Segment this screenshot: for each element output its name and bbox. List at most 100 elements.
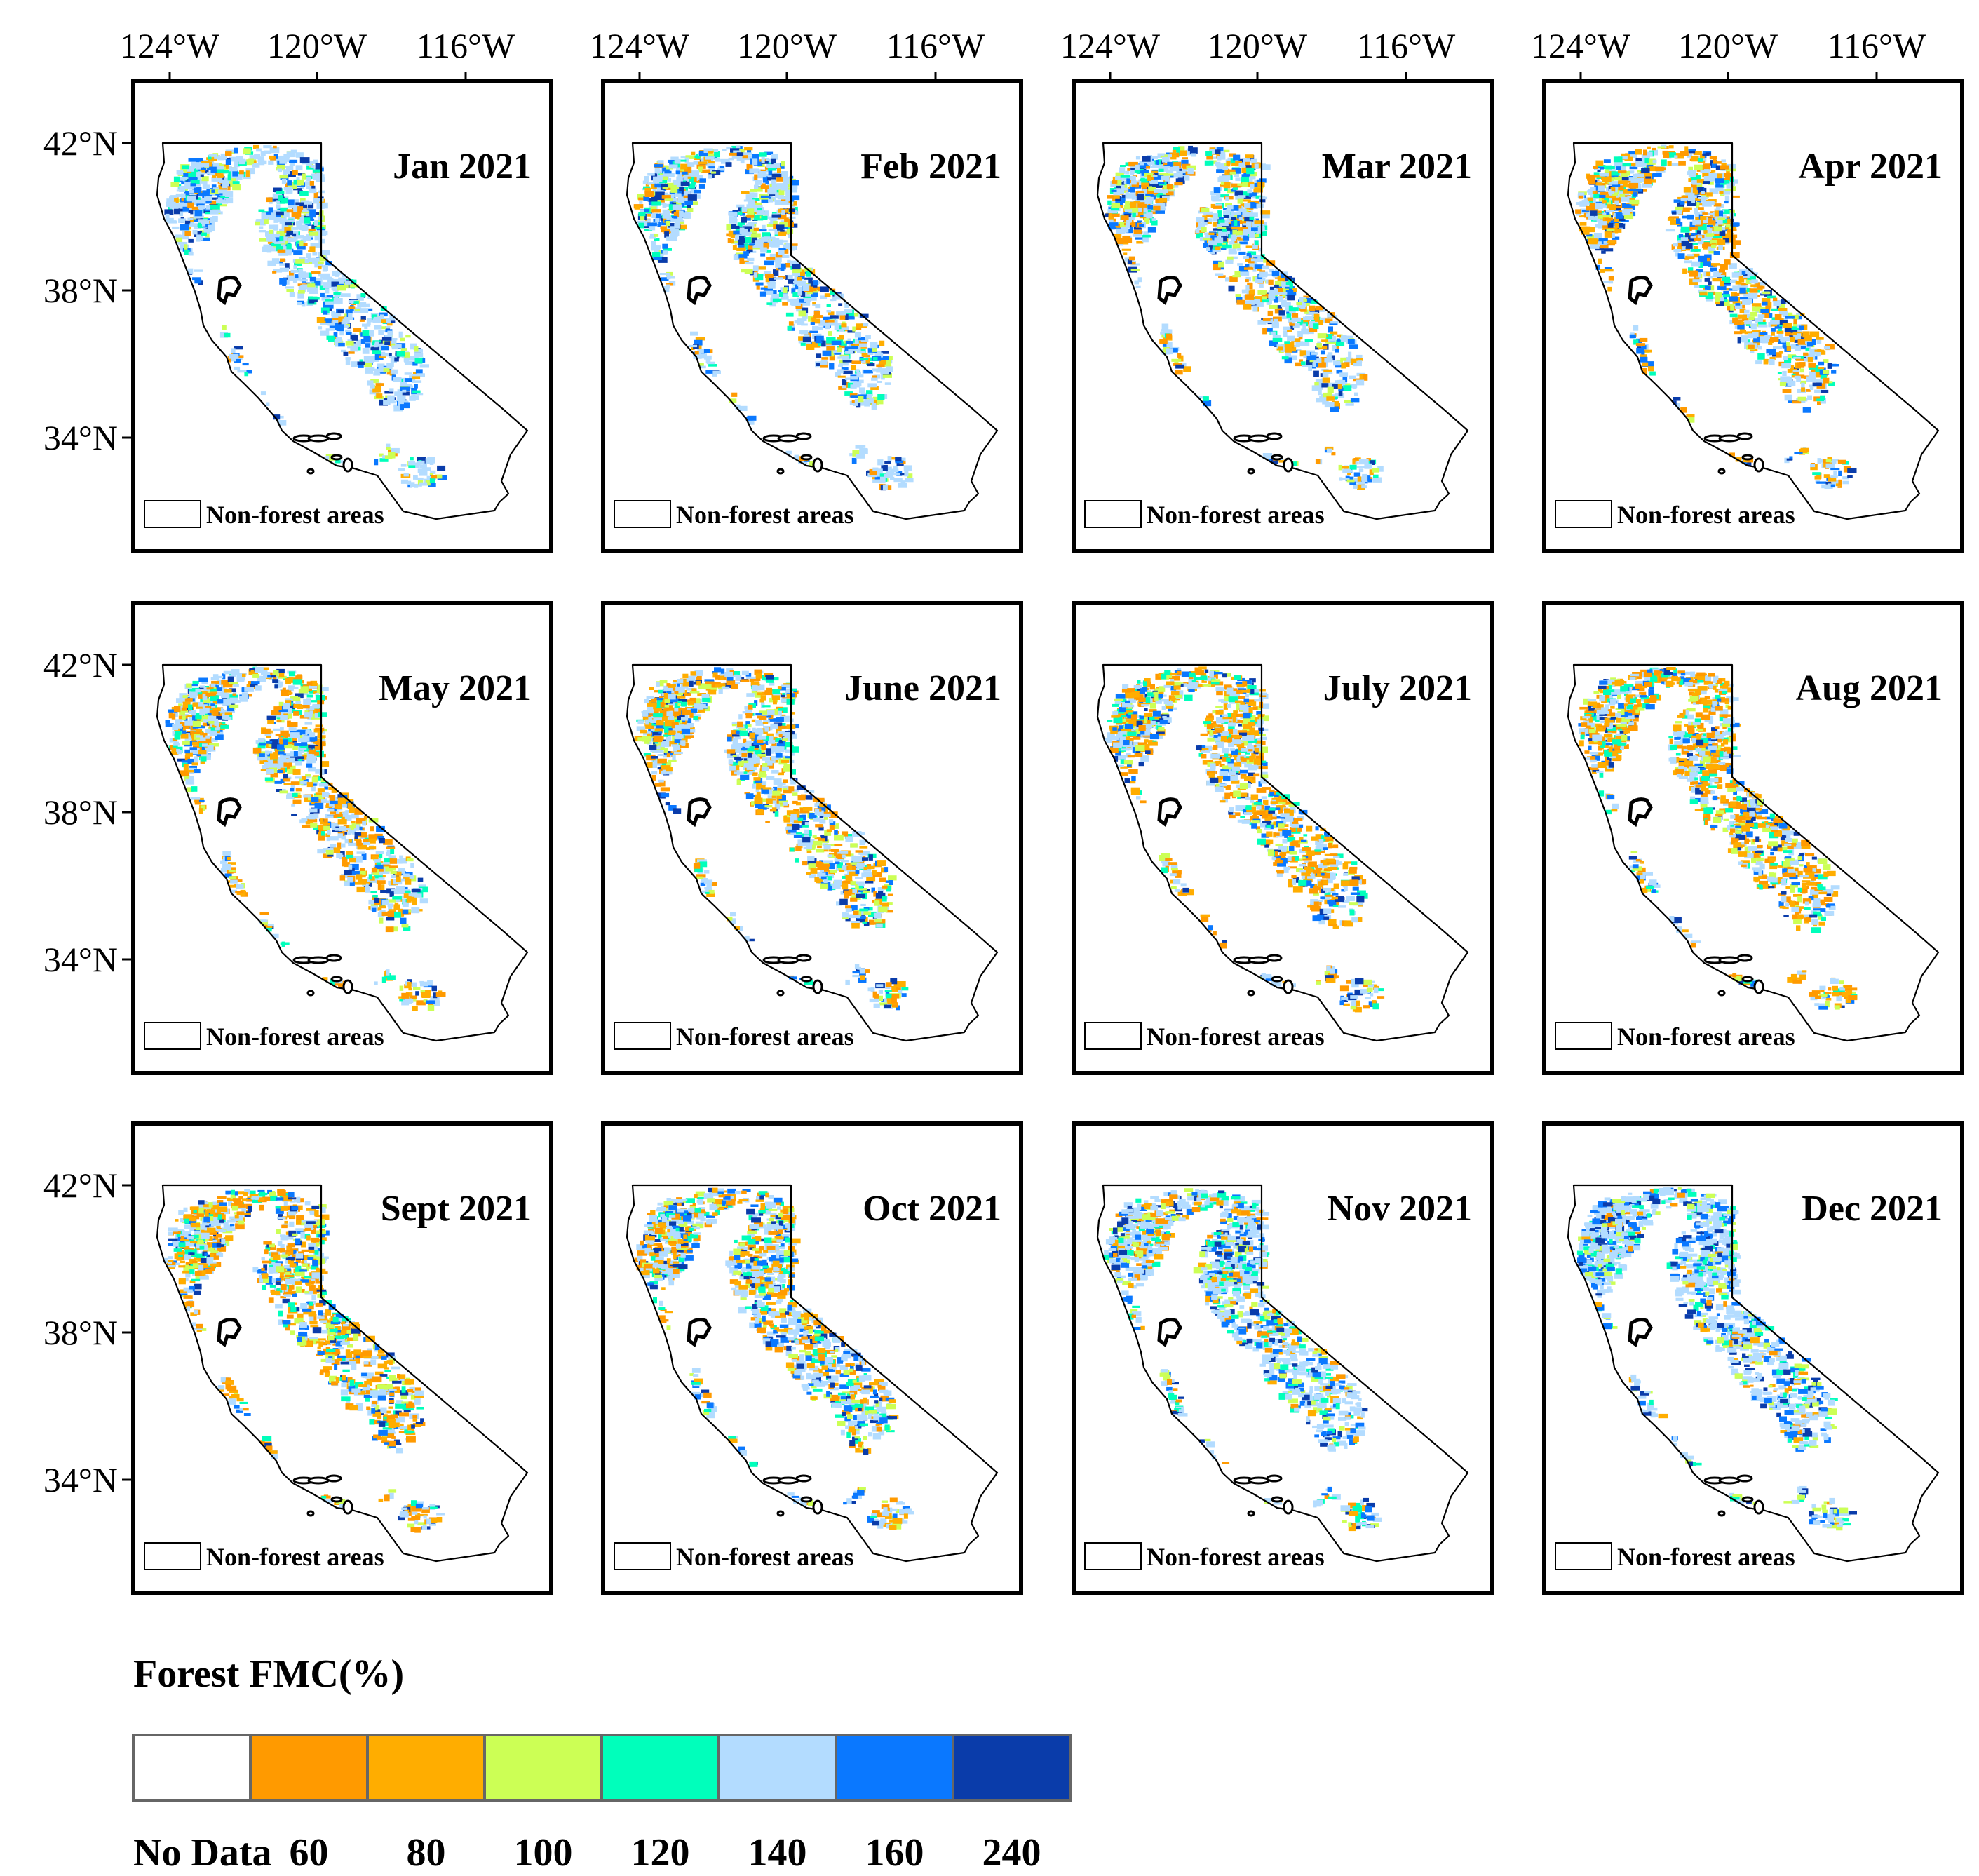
nonforest-legend-label: Non-forest areas bbox=[676, 1023, 854, 1051]
lat-label: 38°N bbox=[43, 1313, 118, 1352]
colorbar-tick-label: 60 bbox=[290, 1831, 329, 1872]
lon-label: 120°W bbox=[1208, 26, 1308, 65]
lat-label: 42°N bbox=[43, 1166, 118, 1205]
nonforest-legend-label: Non-forest areas bbox=[206, 1023, 384, 1051]
map-panels: Jan 2021 Non-forest areas 124°W 120°W 116°W 4… bbox=[43, 26, 1962, 1593]
nonforest-legend-label: Non-forest areas bbox=[1617, 501, 1795, 529]
colorbar-cell bbox=[485, 1735, 602, 1800]
channel-island bbox=[1755, 1501, 1763, 1513]
channel-island bbox=[1738, 955, 1752, 961]
channel-island bbox=[332, 1497, 342, 1502]
channel-island bbox=[332, 977, 342, 981]
channel-island bbox=[332, 455, 342, 459]
colorbar-tick-label: No Data bbox=[133, 1831, 272, 1872]
colorbar-title: Forest FMC(%) bbox=[133, 1652, 404, 1696]
nonforest-legend-label: Non-forest areas bbox=[1617, 1023, 1795, 1051]
lon-label: 116°W bbox=[1828, 26, 1926, 65]
panel-title: June 2021 bbox=[844, 668, 1001, 708]
channel-island bbox=[1720, 957, 1739, 963]
channel-island bbox=[813, 459, 822, 471]
channel-island bbox=[778, 991, 783, 995]
colorbar-cell bbox=[953, 1735, 1070, 1800]
nonforest-swatch bbox=[1085, 1023, 1141, 1049]
lon-label: 120°W bbox=[267, 26, 367, 65]
channel-island bbox=[1719, 991, 1724, 995]
channel-island bbox=[308, 1511, 313, 1516]
nonforest-swatch bbox=[614, 1543, 670, 1570]
panel-title: Jan 2021 bbox=[393, 147, 532, 187]
lat-label: 42°N bbox=[43, 645, 118, 684]
channel-island bbox=[1738, 1476, 1752, 1481]
lon-label: 124°W bbox=[1531, 26, 1631, 65]
panel-title: Feb 2021 bbox=[860, 147, 1001, 187]
channel-island bbox=[344, 980, 352, 993]
nonforest-swatch bbox=[1555, 1543, 1612, 1570]
nonforest-swatch bbox=[1085, 1543, 1141, 1570]
channel-island bbox=[1719, 1511, 1724, 1516]
panel-title: Mar 2021 bbox=[1322, 147, 1472, 187]
channel-island bbox=[778, 1511, 783, 1516]
nonforest-swatch bbox=[144, 501, 201, 527]
panel-title: Dec 2021 bbox=[1802, 1189, 1943, 1229]
channel-island bbox=[797, 955, 811, 961]
colorbar-tick-label: 140 bbox=[748, 1831, 807, 1872]
colorbar-tick-label: 160 bbox=[865, 1831, 924, 1872]
nonforest-swatch bbox=[614, 501, 670, 527]
channel-island bbox=[1720, 436, 1739, 441]
nonforest-swatch bbox=[1555, 1023, 1612, 1049]
channel-island bbox=[1267, 955, 1281, 961]
channel-island bbox=[802, 1497, 811, 1502]
lat-label: 34°N bbox=[43, 1460, 118, 1499]
colorbar-tick-label: 100 bbox=[514, 1831, 573, 1872]
lon-label: 124°W bbox=[590, 26, 690, 65]
channel-island bbox=[1272, 455, 1282, 459]
colorbar-tick-label: 120 bbox=[631, 1831, 690, 1872]
channel-island bbox=[1284, 459, 1292, 471]
channel-island bbox=[308, 991, 313, 995]
lat-label: 38°N bbox=[43, 792, 118, 832]
nonforest-legend-label: Non-forest areas bbox=[206, 1543, 384, 1571]
panel-title: Sept 2021 bbox=[381, 1189, 532, 1229]
lon-label: 124°W bbox=[120, 26, 220, 65]
channel-island bbox=[797, 433, 811, 439]
map-panel: Sept 2021 Non-forest areas 42°N 38°N 34°N bbox=[43, 1123, 551, 1593]
channel-island bbox=[802, 455, 811, 459]
colorbar-cell bbox=[367, 1735, 485, 1800]
nonforest-swatch bbox=[144, 1543, 201, 1570]
lat-label: 38°N bbox=[43, 271, 118, 310]
nonforest-swatch bbox=[614, 1023, 670, 1049]
channel-island bbox=[778, 469, 783, 473]
nonforest-swatch bbox=[144, 1023, 201, 1049]
colorbar-cell bbox=[719, 1735, 836, 1800]
channel-island bbox=[327, 1476, 341, 1481]
channel-island bbox=[1267, 433, 1281, 439]
nonforest-swatch bbox=[1555, 501, 1612, 527]
lat-label: 34°N bbox=[43, 940, 118, 979]
lon-label: 124°W bbox=[1060, 26, 1161, 65]
map-panel: June 2021 Non-forest areas bbox=[603, 603, 1021, 1073]
channel-island bbox=[778, 957, 798, 963]
nonforest-legend-label: Non-forest areas bbox=[206, 501, 384, 529]
channel-island bbox=[802, 977, 811, 981]
panel-title: July 2021 bbox=[1323, 668, 1472, 708]
channel-island bbox=[327, 433, 341, 439]
channel-island bbox=[1743, 455, 1752, 459]
colorbar-cell bbox=[250, 1735, 367, 1800]
channel-island bbox=[778, 1478, 798, 1483]
colorbar-tick-label: 240 bbox=[982, 1831, 1041, 1872]
channel-island bbox=[344, 459, 352, 471]
channel-island bbox=[309, 1478, 328, 1483]
channel-island bbox=[1755, 980, 1763, 993]
channel-island bbox=[1738, 433, 1752, 439]
